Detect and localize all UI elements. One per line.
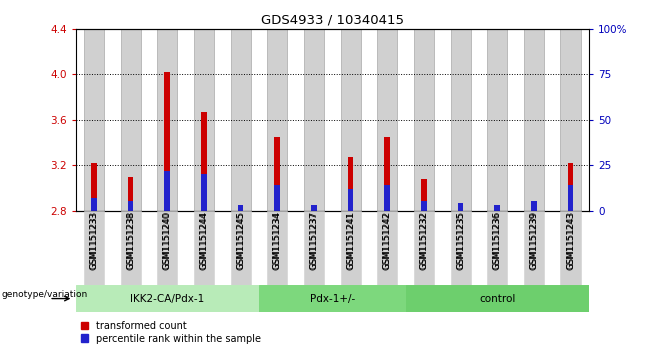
Text: Pdx-1+/-: Pdx-1+/- [310, 294, 355, 303]
Text: GSM1151238: GSM1151238 [126, 212, 135, 270]
Bar [274, 137, 280, 211]
Bar [120, 211, 141, 285]
Bar [267, 211, 288, 285]
Bar [76, 285, 259, 312]
Bar [230, 29, 251, 211]
Bar [377, 29, 397, 211]
Bar [259, 285, 405, 312]
Text: GSM1151236: GSM1151236 [493, 211, 502, 269]
Bar [267, 29, 288, 211]
Bar [128, 201, 134, 211]
Bar [494, 207, 500, 211]
Bar [157, 29, 178, 211]
Text: GSM1151238: GSM1151238 [126, 211, 135, 269]
Bar [405, 285, 589, 312]
Bar [414, 211, 434, 285]
Legend: transformed count, percentile rank within the sample: transformed count, percentile rank withi… [80, 321, 261, 344]
Bar [341, 29, 361, 211]
Text: GSM1151234: GSM1151234 [273, 212, 282, 270]
Bar [561, 29, 580, 211]
Bar [384, 137, 390, 211]
Text: GSM1151237: GSM1151237 [309, 211, 318, 269]
Bar [524, 29, 544, 211]
Text: GSM1151237: GSM1151237 [309, 212, 318, 270]
Bar [84, 29, 104, 211]
Bar [304, 211, 324, 285]
Bar [194, 211, 214, 285]
Text: genotype/variation: genotype/variation [1, 290, 88, 299]
Text: GSM1151235: GSM1151235 [456, 212, 465, 270]
Text: GSM1151233: GSM1151233 [89, 212, 99, 270]
Bar [531, 201, 537, 211]
Bar [377, 211, 397, 285]
Text: GSM1151243: GSM1151243 [566, 211, 575, 269]
Text: GSM1151240: GSM1151240 [163, 212, 172, 270]
Text: control: control [479, 294, 515, 303]
Text: IKK2-CA/Pdx-1: IKK2-CA/Pdx-1 [130, 294, 205, 303]
Bar [238, 205, 243, 211]
Text: GSM1151245: GSM1151245 [236, 211, 245, 269]
Text: GSM1151239: GSM1151239 [530, 211, 538, 269]
Bar [128, 176, 134, 211]
Text: GSM1151241: GSM1151241 [346, 211, 355, 269]
Bar [531, 201, 537, 211]
Bar [384, 185, 390, 211]
Bar [487, 29, 507, 211]
Text: GSM1151236: GSM1151236 [493, 212, 502, 270]
Text: GSM1151240: GSM1151240 [163, 211, 172, 269]
Title: GDS4933 / 10340415: GDS4933 / 10340415 [261, 13, 404, 26]
Bar [451, 29, 470, 211]
Bar [91, 163, 97, 211]
Bar [157, 211, 178, 285]
Text: GSM1151235: GSM1151235 [456, 211, 465, 269]
Bar [421, 179, 427, 211]
Bar [201, 174, 207, 211]
Text: GSM1151244: GSM1151244 [199, 212, 209, 270]
Text: GSM1151242: GSM1151242 [383, 212, 392, 270]
Bar [348, 157, 353, 211]
Bar [524, 211, 544, 285]
Bar [164, 72, 170, 211]
Bar [421, 201, 427, 211]
Bar [230, 211, 251, 285]
Bar [201, 112, 207, 211]
Text: GSM1151232: GSM1151232 [419, 211, 428, 269]
Bar [164, 171, 170, 211]
Bar [494, 205, 500, 211]
Bar [238, 208, 243, 211]
Text: GSM1151233: GSM1151233 [89, 211, 99, 269]
Bar [458, 203, 463, 211]
Bar [311, 207, 316, 211]
Text: GSM1151244: GSM1151244 [199, 211, 209, 269]
Bar [451, 211, 470, 285]
Text: GSM1151239: GSM1151239 [530, 212, 538, 270]
Bar [348, 189, 353, 211]
Bar [274, 185, 280, 211]
Bar [414, 29, 434, 211]
Text: GSM1151234: GSM1151234 [273, 211, 282, 269]
Text: GSM1151241: GSM1151241 [346, 212, 355, 270]
Bar [84, 211, 104, 285]
Bar [91, 198, 97, 211]
Text: GSM1151242: GSM1151242 [383, 211, 392, 269]
Bar [458, 206, 463, 211]
Bar [311, 205, 316, 211]
Text: GSM1151232: GSM1151232 [419, 212, 428, 270]
Bar [194, 29, 214, 211]
Bar [304, 29, 324, 211]
Bar [561, 211, 580, 285]
Bar [568, 185, 573, 211]
Bar [341, 211, 361, 285]
Bar [487, 211, 507, 285]
Bar [568, 163, 573, 211]
Bar [120, 29, 141, 211]
Text: GSM1151243: GSM1151243 [566, 212, 575, 270]
Text: GSM1151245: GSM1151245 [236, 212, 245, 270]
